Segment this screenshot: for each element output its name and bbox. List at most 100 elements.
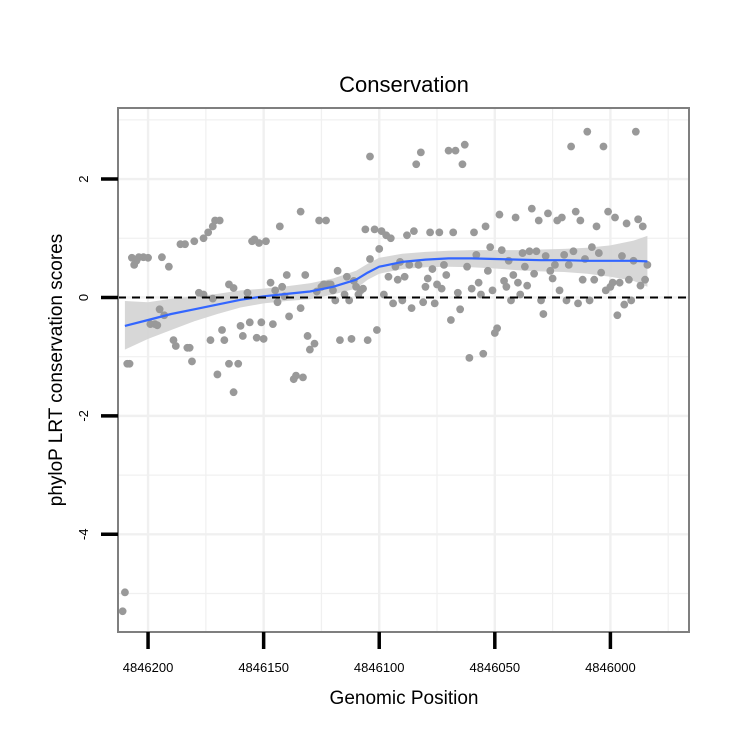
data-point (472, 250, 481, 259)
data-point (158, 253, 166, 262)
data-point (419, 298, 428, 307)
data-point (578, 275, 587, 284)
data-point (234, 359, 243, 368)
data-point (620, 300, 629, 309)
data-point (181, 240, 189, 249)
data-point (238, 332, 247, 340)
data-point (153, 321, 162, 330)
data-point (301, 271, 310, 279)
data-point (389, 299, 397, 308)
data-point (435, 228, 444, 237)
data-point (463, 262, 471, 271)
data-point (523, 281, 532, 290)
data-point (273, 298, 282, 307)
data-point (375, 245, 384, 253)
data-point (500, 276, 508, 285)
data-point (564, 261, 573, 269)
data-point (336, 336, 344, 344)
data-point (426, 228, 434, 237)
data-point (477, 290, 485, 299)
data-point (594, 249, 603, 257)
data-point (285, 312, 293, 321)
x-tick-label: 4846100 (354, 660, 405, 675)
data-point (278, 282, 287, 291)
data-point (169, 336, 178, 344)
data-point (370, 225, 379, 234)
data-point (557, 213, 566, 222)
data-point (548, 274, 557, 283)
data-point (488, 286, 497, 295)
x-axis-title: Genomic Position (330, 688, 479, 709)
data-point (493, 324, 502, 333)
y-tick-label: -2 (76, 410, 91, 422)
data-point (518, 249, 527, 257)
data-point (507, 296, 515, 305)
data-point (437, 284, 446, 293)
data-point (398, 296, 407, 305)
data-point (497, 246, 506, 255)
data-point (329, 286, 337, 295)
data-point (322, 216, 330, 225)
data-point (583, 127, 592, 136)
data-point (245, 318, 254, 327)
data-point (252, 333, 261, 342)
data-point (393, 275, 402, 284)
data-point (331, 296, 340, 305)
smooth-line (124, 257, 648, 327)
data-point (310, 339, 319, 348)
data-point (266, 278, 275, 287)
data-point (213, 370, 222, 379)
data-point (359, 284, 367, 293)
data-point (504, 256, 513, 265)
data-point (460, 140, 469, 149)
data-point (634, 215, 643, 224)
data-point (271, 286, 280, 295)
data-point (361, 225, 370, 234)
data-point (155, 305, 164, 314)
data-point (571, 207, 580, 216)
y-axis: 2 0 -2 -4 (76, 175, 118, 540)
data-point (451, 146, 460, 155)
x-tick-label: 4846200 (123, 660, 174, 675)
data-point (268, 320, 277, 329)
data-point (588, 243, 596, 252)
data-point (502, 282, 511, 291)
x-tick-label: 4846150 (238, 660, 289, 675)
data-point (342, 272, 351, 281)
data-point (303, 332, 312, 340)
data-point (514, 278, 522, 287)
data-point (624, 275, 633, 284)
data-point (430, 299, 439, 308)
data-point (296, 207, 305, 216)
data-point (604, 207, 612, 216)
data-point (479, 349, 488, 358)
data-point (641, 275, 649, 284)
data-point (421, 282, 430, 291)
data-point (446, 316, 455, 324)
data-point (366, 255, 374, 263)
data-point (546, 266, 555, 275)
data-point (403, 231, 411, 240)
y-tick-label: 0 (76, 294, 91, 301)
data-point (347, 335, 356, 343)
data-point (220, 336, 229, 344)
data-point (627, 296, 636, 305)
data-point (597, 268, 606, 277)
data-point (305, 345, 314, 354)
data-point (622, 219, 631, 228)
confidence-band (124, 235, 648, 350)
data-point (585, 296, 594, 305)
chart-title: Conservation (339, 72, 469, 97)
data-point (465, 353, 474, 362)
data-point (495, 210, 504, 219)
data-point (299, 373, 307, 382)
data-point (541, 252, 550, 260)
data-point (164, 262, 173, 271)
data-point (407, 304, 416, 313)
data-point (363, 336, 372, 344)
data-point (534, 216, 543, 225)
data-point (208, 294, 217, 303)
data-point (613, 311, 622, 320)
grid-lines (118, 108, 689, 632)
data-point (225, 359, 233, 368)
